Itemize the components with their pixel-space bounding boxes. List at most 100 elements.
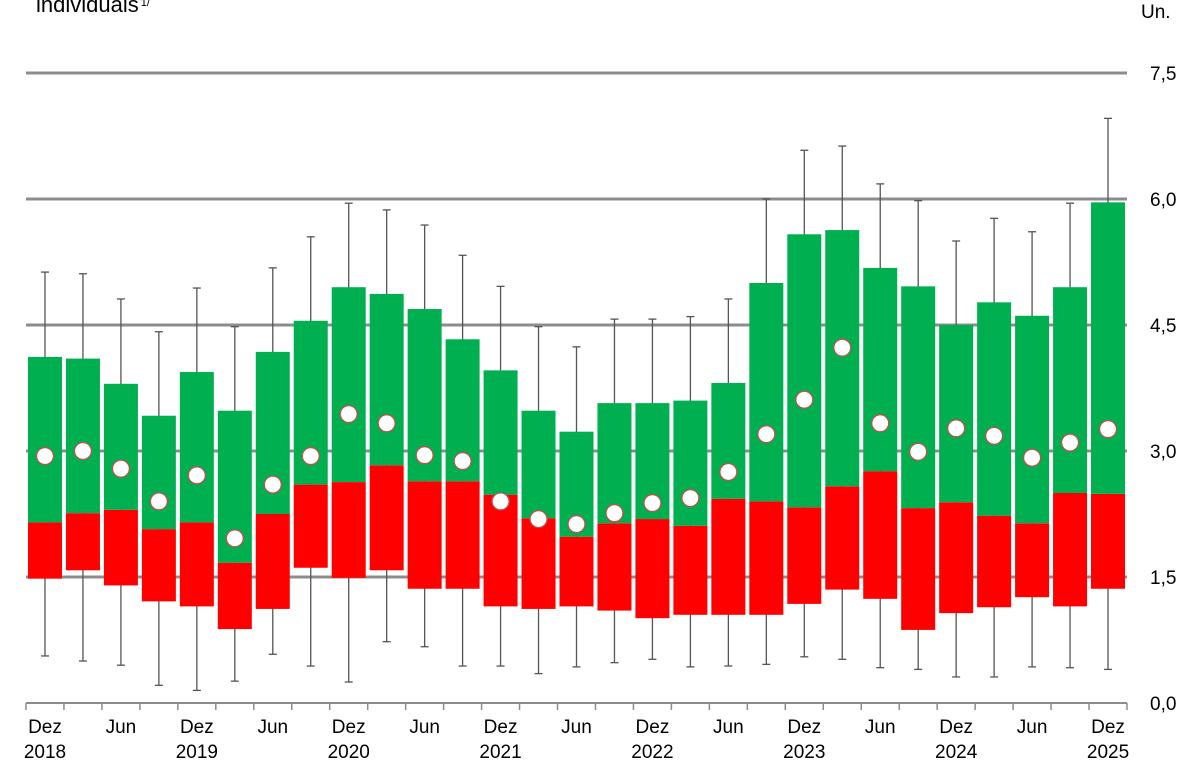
x-tick-label: Jun (257, 717, 288, 738)
box-lower (179, 522, 214, 607)
box-upper (939, 325, 974, 503)
x-tick-label: Jun (409, 717, 440, 738)
box-lower (559, 536, 594, 607)
mean-marker (1060, 433, 1080, 452)
box-lower (103, 509, 138, 586)
x-tick-label-line: 2021 (479, 742, 521, 763)
mean-marker (1022, 448, 1042, 467)
box-upper (863, 267, 898, 472)
y-tick-label: 4,5 (1150, 316, 1176, 337)
mean-marker (984, 426, 1004, 446)
y-tick-label: 0,0 (1150, 694, 1176, 715)
box-lower (939, 502, 974, 614)
box-upper (65, 358, 100, 514)
box-upper (597, 403, 632, 524)
x-tick-label: Dez 2021 (479, 717, 521, 763)
mean-marker (339, 404, 358, 424)
mean-marker (73, 441, 93, 461)
x-tick-label: Jun (865, 717, 896, 738)
box-lower (407, 481, 442, 589)
box-upper (179, 372, 214, 523)
box-upper (27, 356, 62, 523)
box-upper (901, 286, 936, 509)
mean-marker (643, 493, 662, 513)
x-tick-label-line: 2025 (1087, 742, 1129, 763)
mean-marker (833, 338, 852, 357)
x-tick-label-line: Dez (28, 717, 62, 738)
box-upper (1053, 287, 1088, 493)
box-lower (27, 522, 62, 579)
mean-marker (149, 492, 169, 511)
box-upper (141, 415, 176, 530)
box-upper (483, 370, 518, 495)
x-tick-label-line: 2024 (935, 742, 978, 763)
x-tick-label: Jun (713, 717, 744, 738)
mean-marker (605, 504, 624, 523)
chart-title: individuais (36, 0, 139, 17)
x-tick-label-line: Dez (787, 717, 821, 738)
mean-marker (263, 475, 282, 494)
x-tick-label-line: Dez (484, 717, 518, 738)
y-tick-label: 6,0 (1150, 190, 1176, 211)
box-upper (521, 410, 556, 519)
x-tick-label: Dez 2024 (935, 717, 978, 763)
mean-marker (187, 466, 206, 485)
title-superscript: 1/ (141, 0, 151, 9)
mean-marker (377, 414, 396, 433)
x-tick-label-line: 2018 (24, 742, 66, 763)
mean-marker (795, 390, 814, 409)
x-tick-label: Dez 2019 (176, 717, 218, 763)
box-lower (1091, 493, 1126, 589)
box-lower (369, 465, 404, 571)
x-tick-label: Jun (561, 717, 592, 738)
x-tick-label: Dez 2020 (328, 717, 370, 763)
box-upper (787, 234, 822, 508)
box-lower (217, 562, 252, 630)
y-tick-label: 1,5 (1150, 568, 1176, 589)
box-lower (749, 501, 784, 615)
x-tick-label-line: Dez (1091, 717, 1125, 738)
box-upper (331, 287, 366, 483)
box-upper (369, 293, 404, 466)
box-upper (103, 383, 138, 510)
box-upper (1015, 315, 1050, 524)
box-lower (483, 494, 518, 607)
x-tick-label: Dez 2025 (1087, 717, 1129, 763)
x-tick-label-line: 2019 (176, 742, 218, 763)
x-tick-label: Dez 2023 (783, 717, 825, 763)
x-tick-label-line: 2022 (631, 742, 673, 763)
mean-marker (415, 446, 434, 465)
mean-marker (529, 509, 548, 529)
mean-marker (871, 414, 890, 433)
x-tick-label-line: 2020 (328, 742, 370, 763)
box-lower (445, 481, 480, 589)
box-lower (711, 498, 746, 615)
box-lower (65, 513, 100, 571)
box-lower (1053, 493, 1088, 607)
x-tick-label-line: 2023 (783, 742, 825, 763)
y-tick-label: 7,5 (1150, 64, 1176, 85)
box-lower (331, 482, 366, 578)
x-tick-label: Jun (1017, 717, 1048, 738)
x-tick-label-line: Dez (939, 717, 973, 738)
box-lower (255, 514, 290, 609)
box-lower (825, 486, 860, 590)
box-lower (977, 515, 1012, 608)
box-lower (787, 507, 822, 604)
box-lower (1015, 523, 1050, 598)
mean-marker (681, 488, 700, 508)
y-tick-label: 3,0 (1150, 442, 1176, 463)
mean-marker (301, 446, 320, 466)
x-tick-label: Dez 2018 (24, 717, 66, 763)
mean-marker (757, 425, 776, 444)
mean-marker (947, 419, 966, 438)
mean-marker (111, 459, 131, 478)
box-lower (293, 484, 328, 568)
box-lower (635, 519, 670, 619)
x-tick-label: Dez 2022 (631, 717, 673, 763)
mean-marker (567, 514, 586, 534)
box-upper (711, 382, 746, 499)
box-upper (1091, 202, 1126, 494)
box-lower (863, 471, 898, 599)
